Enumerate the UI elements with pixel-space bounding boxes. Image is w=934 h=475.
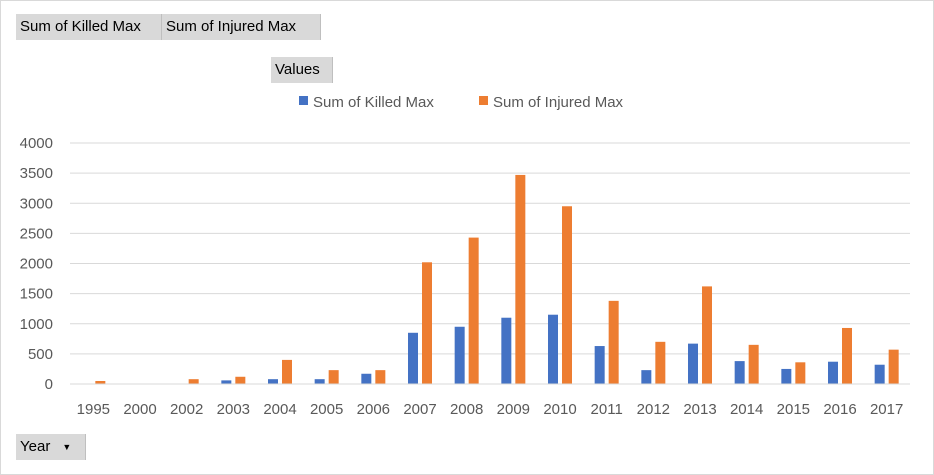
bar-killed	[548, 314, 558, 384]
y-axis: 0 500 1000 1500 2000 2500 3000 3500 4000	[20, 135, 53, 393]
y-tick-label: 1000	[20, 316, 53, 333]
bar-killed	[361, 373, 372, 384]
x-tick-label: 2011	[591, 401, 623, 418]
bar-killed	[734, 361, 745, 384]
bar-injured	[562, 206, 572, 384]
x-tick-label: 2004	[263, 401, 296, 418]
y-tick-label: 1500	[20, 286, 53, 303]
bar-killed	[221, 380, 232, 384]
bar-killed	[781, 368, 792, 384]
x-tick-label: 2009	[497, 401, 530, 418]
y-tick-label: 500	[28, 346, 53, 363]
bar-injured	[95, 380, 106, 384]
injured-field-button[interactable]: Sum of Injured Max	[162, 14, 321, 40]
bar-injured	[188, 379, 199, 384]
x-tick-label: 2014	[730, 401, 763, 418]
x-tick-label: 2007	[403, 401, 436, 418]
bar-injured	[655, 341, 666, 384]
bar-killed	[874, 364, 885, 384]
year-field-button[interactable]: Year ▼	[16, 434, 86, 460]
bar-injured	[235, 376, 246, 384]
year-field-label: Year	[20, 438, 51, 455]
bar-injured	[608, 300, 619, 384]
legend: Sum of Killed Max Sum of Injured Max	[299, 94, 624, 111]
y-tick-label: 3500	[20, 165, 53, 182]
bar-killed	[641, 370, 652, 384]
x-tick-label: 2017	[870, 401, 903, 418]
bar-killed	[314, 379, 325, 384]
killed-field-button[interactable]: Sum of Killed Max	[16, 14, 162, 40]
x-tick-label: 2000	[123, 401, 156, 418]
bar-killed	[408, 332, 418, 384]
chevron-down-icon[interactable]: ▼	[62, 442, 72, 452]
gridlines	[70, 142, 910, 385]
bar-killed	[688, 343, 698, 384]
x-tick-label: 2015	[777, 401, 810, 418]
bars	[95, 174, 899, 384]
y-tick-label: 2000	[20, 256, 53, 273]
x-tick-label: 2006	[357, 401, 390, 418]
x-axis: 1995 2000 2002 2003 2004 2005 2006 2007 2008 2009…	[70, 383, 910, 418]
y-tick-label: 3000	[20, 195, 53, 212]
bar-injured	[842, 327, 852, 384]
bar-injured	[795, 362, 806, 384]
x-tick-label: 2013	[683, 401, 716, 418]
values-field-button[interactable]: Values	[271, 57, 333, 83]
bar-injured	[515, 174, 526, 384]
bar-injured	[888, 349, 899, 384]
bar-injured	[282, 359, 292, 384]
y-tick-label: 4000	[20, 135, 53, 152]
bar-killed	[454, 326, 465, 384]
x-tick-label: 2008	[450, 401, 483, 418]
x-tick-label: 2016	[823, 401, 856, 418]
x-tick-label: 2010	[543, 401, 576, 418]
legend-swatch-injured	[479, 96, 488, 105]
y-tick-label: 2500	[20, 225, 53, 242]
legend-swatch-killed	[299, 96, 308, 105]
x-tick-label: 2005	[310, 401, 343, 418]
bar-injured	[375, 370, 386, 384]
y-tick-label: 0	[45, 376, 53, 393]
bar-injured	[748, 344, 759, 384]
x-tick-label: 2012	[637, 401, 670, 418]
bar-killed	[501, 317, 512, 384]
legend-label-killed: Sum of Killed Max	[313, 94, 434, 111]
x-tick-label: 2003	[217, 401, 250, 418]
bar-injured	[468, 237, 479, 384]
bar-killed	[828, 361, 838, 384]
x-tick-label: 2002	[170, 401, 203, 418]
bar-killed	[594, 346, 605, 384]
bar-injured	[702, 286, 712, 384]
bar-injured	[422, 262, 432, 384]
legend-label-injured: Sum of Injured Max	[493, 94, 624, 111]
bar-killed	[268, 379, 278, 384]
bar-injured	[328, 370, 339, 384]
x-tick-label: 1995	[77, 401, 110, 418]
